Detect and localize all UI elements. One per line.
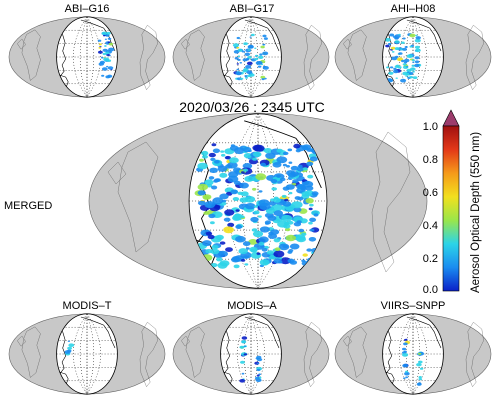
colorbar-tick-0-6: 0.6 (422, 187, 438, 199)
colorbar-tick-0-2: 0.2 (422, 253, 438, 265)
continents (107, 131, 411, 273)
continents (181, 25, 322, 91)
map-modis-t (8, 313, 166, 395)
graticule (220, 313, 282, 395)
continents (343, 322, 484, 388)
colorbar-bar (442, 125, 460, 292)
aod-retrievals (64, 340, 75, 356)
title-ahi-h08: AHI–H08 (390, 3, 436, 15)
colorbar-label: Aerosol Optical Depth (550 nm) (470, 131, 482, 293)
colorbar-overflow-triangle (442, 109, 460, 127)
colorbar (442, 109, 460, 292)
colorbar-tick-0-0: 0.0 (422, 284, 438, 296)
colorbar-tick-0-8: 0.8 (422, 154, 438, 166)
title-viirs-snpp: VIIRS–SNPP (380, 300, 446, 312)
timestamp-title: 2020/03/26 : 2345 UTC (179, 99, 325, 115)
map-ahi-h08 (334, 16, 492, 98)
aod-retrievals (384, 33, 422, 83)
continents (181, 322, 322, 388)
aod-retrievals (97, 31, 115, 79)
aod-retrievals (402, 338, 425, 386)
map-modis-a (172, 313, 330, 395)
continents (343, 25, 484, 91)
aod-retrievals (232, 33, 269, 81)
aod-retrievals (239, 336, 263, 383)
continents (17, 25, 158, 91)
title-modis-t: MODIS–T (62, 300, 112, 312)
graticule (56, 313, 118, 395)
map-viirs-snpp (334, 313, 492, 395)
title-abi-g17: ABI–G17 (229, 3, 275, 15)
colorbar-tick-0-4: 0.4 (422, 220, 438, 232)
graticule (382, 313, 444, 395)
colorbar-tick-1-0: 1.0 (422, 121, 438, 133)
graticule (56, 16, 118, 98)
continents (17, 322, 158, 388)
map-abi-g16 (8, 16, 166, 98)
map-merged (88, 112, 428, 290)
map-abi-g17 (172, 16, 330, 98)
title-abi-g16: ABI–G16 (64, 3, 110, 15)
label-merged: MERGED (4, 200, 53, 212)
title-modis-a: MODIS–A (227, 300, 277, 312)
